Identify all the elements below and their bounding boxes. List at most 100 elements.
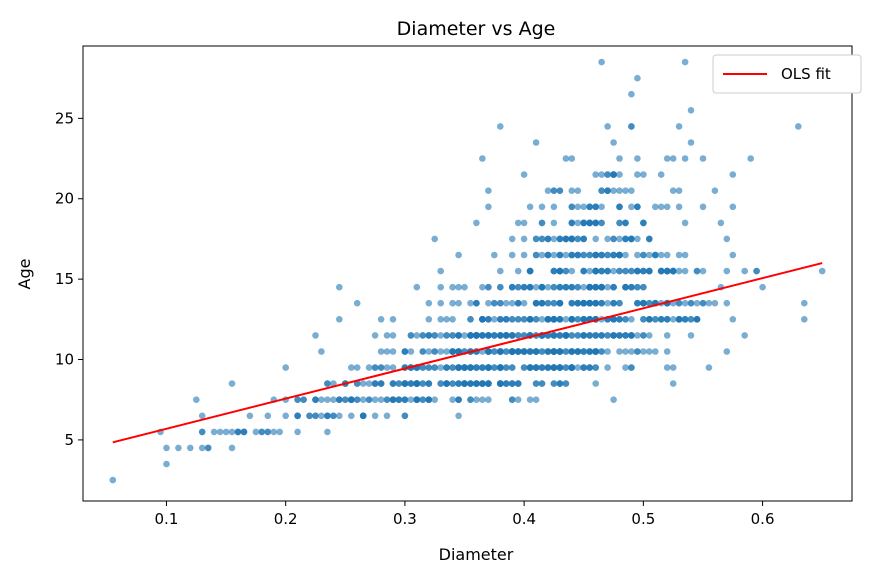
scatter-point — [723, 235, 731, 243]
scatter-point — [616, 171, 623, 178]
scatter-point — [634, 251, 641, 259]
scatter-point — [485, 332, 492, 339]
scatter-point — [491, 251, 498, 259]
scatter-point — [711, 187, 719, 194]
scatter-point — [479, 380, 486, 387]
scatter-point — [246, 412, 254, 420]
scatter-point — [604, 123, 611, 130]
scatter-point — [616, 155, 623, 162]
scatter-point — [526, 316, 534, 323]
scatter-point — [473, 219, 480, 227]
y-tick-label: 10 — [55, 351, 74, 369]
scatter-point — [586, 348, 593, 355]
scatter-point — [675, 203, 683, 211]
scatter-point — [592, 267, 599, 275]
scatter-point — [437, 364, 445, 371]
scatter-point — [681, 316, 689, 323]
scatter-point — [467, 380, 474, 387]
scatter-point — [425, 396, 433, 404]
scatter-point — [532, 380, 540, 387]
scatter-point — [622, 332, 629, 339]
scatter-point — [556, 299, 564, 307]
scatter-point — [693, 299, 701, 307]
scatter-point — [389, 316, 397, 323]
scatter-point — [544, 364, 552, 371]
scatter-point — [330, 412, 337, 420]
scatter-point — [514, 299, 522, 307]
scatter-point — [479, 364, 486, 371]
scatter-point — [598, 58, 605, 66]
scatter-point — [568, 219, 576, 227]
scatter-point — [562, 316, 570, 323]
scatter-point — [657, 203, 665, 211]
scatter-point — [425, 316, 433, 323]
scatter-point — [437, 380, 445, 387]
scatter-point — [640, 316, 647, 323]
scatter-point — [359, 412, 367, 420]
scatter-point — [568, 203, 576, 211]
scatter-point — [574, 299, 582, 307]
scatter-point — [258, 428, 266, 436]
scatter-point — [467, 396, 474, 404]
scatter-point — [473, 299, 480, 307]
scatter-point — [616, 251, 623, 259]
scatter-point — [604, 364, 611, 371]
scatter-point — [550, 267, 558, 275]
scatter-point — [497, 299, 504, 307]
scatter-point — [389, 396, 397, 404]
scatter-point — [604, 235, 611, 243]
scatter-point — [544, 251, 552, 259]
scatter-point — [616, 299, 623, 307]
scatter-point — [389, 364, 397, 371]
scatter-point — [336, 396, 343, 404]
scatter-point — [616, 348, 623, 355]
scatter-point — [449, 332, 456, 339]
scatter-point — [312, 396, 319, 404]
scatter-point — [467, 364, 474, 371]
scatter-point — [449, 364, 456, 371]
scatter-point — [610, 316, 617, 323]
scatter-point — [622, 187, 629, 194]
scatter-point — [729, 251, 737, 259]
scatter-point — [586, 203, 593, 211]
legend-box — [712, 54, 862, 94]
scatter-point — [508, 251, 516, 259]
scatter-point — [437, 332, 445, 339]
scatter-point — [598, 332, 605, 339]
scatter-point — [359, 380, 367, 387]
scatter-point — [419, 396, 427, 404]
scatter-point — [371, 332, 379, 339]
scatter-point — [562, 364, 570, 371]
scatter-point — [294, 428, 301, 436]
scatter-point — [586, 283, 593, 291]
y-tick-label: 20 — [55, 190, 74, 208]
scatter-point — [586, 299, 593, 307]
scatter-point — [508, 332, 516, 339]
scatter-point — [562, 267, 570, 275]
scatter-point — [532, 299, 540, 307]
scatter-point — [473, 380, 480, 387]
scatter-point — [616, 187, 623, 194]
scatter-point — [348, 412, 355, 420]
scatter-point — [175, 444, 182, 452]
scatter-point — [568, 299, 576, 307]
scatter-point — [437, 267, 445, 275]
scatter-point — [562, 380, 570, 387]
scatter-point — [622, 219, 629, 227]
scatter-point — [628, 316, 635, 323]
scatter-point — [502, 316, 510, 323]
scatter-point — [568, 251, 576, 259]
scatter-point — [610, 139, 617, 146]
scatter-point — [592, 348, 599, 355]
scatter-point — [449, 316, 456, 323]
scatter-point — [574, 283, 582, 291]
scatter-point — [210, 428, 218, 436]
scatter-point — [485, 187, 492, 194]
scatter-point — [669, 364, 677, 371]
scatter-point — [348, 364, 355, 371]
scatter-point — [443, 332, 450, 339]
scatter-point — [657, 267, 665, 275]
scatter-point — [198, 428, 206, 436]
scatter-point — [198, 444, 206, 452]
